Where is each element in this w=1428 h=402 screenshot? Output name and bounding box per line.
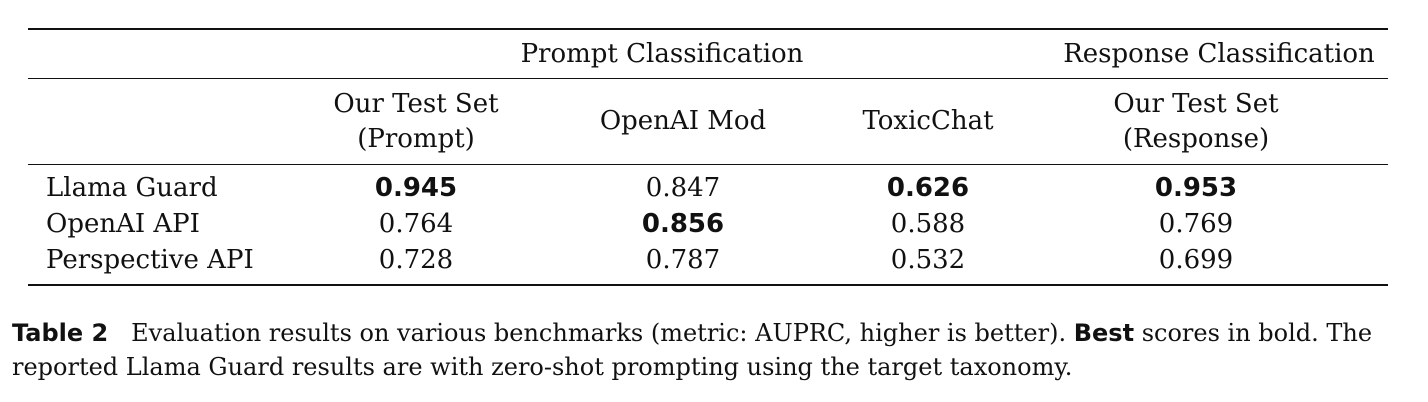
caption-text-start: Evaluation results on various benchmarks… xyxy=(131,319,1067,347)
table-bottom-rule xyxy=(28,284,1388,286)
caption-best-word: Best xyxy=(1073,319,1135,347)
column-header-4-line1: Our Test Set xyxy=(1113,89,1279,119)
table-cell: 0.764 xyxy=(378,209,454,239)
table-cell: 0.856 xyxy=(641,209,725,239)
column-header-1-line2: (Prompt) xyxy=(357,124,475,154)
table-cell: 0.699 xyxy=(1158,245,1234,275)
table-cell: 0.728 xyxy=(378,245,454,275)
table-cell: 0.626 xyxy=(886,173,970,203)
table-header-rule xyxy=(28,164,1388,165)
table-group-rule xyxy=(28,78,1388,79)
row-label-openai-api: OpenAI API xyxy=(46,209,200,239)
table-cell: 0.588 xyxy=(890,209,966,239)
table-cell: 0.953 xyxy=(1154,173,1238,203)
group-header-prompt: Prompt Classification xyxy=(520,39,804,69)
table-caption: Table 2 Evaluation results on various be… xyxy=(12,316,1412,384)
column-header-4-line2: (Response) xyxy=(1122,124,1270,154)
column-header-2: OpenAI Mod xyxy=(599,106,767,136)
caption-tag: Table 2 xyxy=(12,319,109,347)
column-header-3: ToxicChat xyxy=(862,106,994,136)
group-header-response: Response Classification xyxy=(1063,39,1375,69)
caption-text-end: scores in bold. The reported Llama Guard… xyxy=(12,319,1373,381)
table-cell: 0.769 xyxy=(1158,209,1234,239)
row-label-perspective-api: Perspective API xyxy=(46,245,254,275)
table-cell: 0.945 xyxy=(374,173,458,203)
row-label-llama-guard: Llama Guard xyxy=(46,173,218,203)
column-header-1-line1: Our Test Set xyxy=(333,89,499,119)
table-top-rule xyxy=(28,28,1388,30)
table-cell: 0.847 xyxy=(645,173,721,203)
table-cell: 0.787 xyxy=(645,245,721,275)
table-cell: 0.532 xyxy=(890,245,966,275)
